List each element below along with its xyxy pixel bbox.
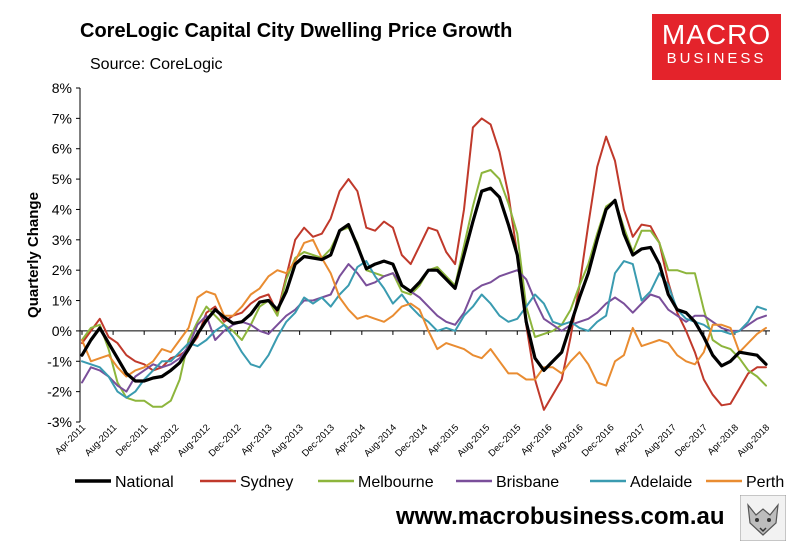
wolf-icon	[740, 495, 786, 541]
website-url: www.macrobusiness.com.au	[396, 503, 725, 530]
series-line-perth	[81, 238, 767, 387]
y-tick-label: 6%	[52, 141, 72, 157]
x-tick-label: Aug-2014	[362, 422, 399, 459]
legend-label-perth: Perth	[746, 474, 784, 491]
x-tick-label: Aug-2015	[455, 422, 492, 459]
chart-subtitle: Source: CoreLogic	[90, 56, 223, 73]
y-tick-label: 3%	[52, 232, 72, 248]
x-tick-label: Aug-2013	[269, 422, 306, 459]
x-tick-label: Dec-2014	[393, 422, 430, 459]
line-chart: -3%-2%-1%0%1%2%3%4%5%6%7%8%Apr-2011Aug-2…	[25, 80, 784, 491]
y-tick-label: 0%	[52, 323, 72, 339]
y-tick-label: 7%	[52, 110, 72, 126]
x-tick-label: Dec-2013	[300, 422, 337, 459]
x-tick-label: Dec-2011	[114, 422, 150, 458]
x-tick-label: Aug-2018	[735, 422, 772, 459]
y-tick-label: 5%	[52, 171, 72, 187]
x-tick-label: Aug-2012	[176, 422, 213, 459]
x-tick-label: Dec-2015	[486, 422, 523, 459]
y-axis-title-group: Quarterly Change	[25, 192, 42, 318]
legend-label-adelaide: Adelaide	[630, 474, 692, 491]
x-tick-label: Aug-2016	[549, 422, 586, 459]
y-tick-label: 1%	[52, 293, 72, 309]
series-line-melbourne	[81, 169, 767, 408]
axes: -3%-2%-1%0%1%2%3%4%5%6%7%8%Apr-2011Aug-2…	[47, 80, 772, 459]
y-tick-label: -2%	[47, 384, 72, 400]
y-tick-label: 8%	[52, 80, 72, 96]
series-line-sydney	[81, 117, 767, 411]
x-tick-label: Dec-2016	[580, 422, 617, 459]
legend-label-national: National	[115, 474, 174, 491]
y-tick-label: -3%	[47, 414, 72, 430]
series-line-national	[80, 186, 768, 383]
legend-label-brisbane: Brisbane	[496, 474, 559, 491]
x-tick-label: Dec-2012	[207, 422, 244, 459]
logo-line-2: BUSINESS	[666, 50, 767, 67]
legend-label-sydney: Sydney	[240, 474, 293, 491]
x-tick-label: Aug-2011	[83, 422, 119, 458]
macrobusiness-logo: MACRO BUSINESS	[652, 14, 781, 80]
y-tick-label: -1%	[47, 353, 72, 369]
series-lines	[80, 117, 768, 411]
x-tick-label: Aug-2017	[642, 422, 679, 459]
y-tick-label: 4%	[52, 201, 72, 217]
series-line-brisbane	[81, 263, 767, 393]
y-axis-title: Quarterly Change	[25, 192, 42, 318]
y-tick-label: 2%	[52, 262, 72, 278]
chart-title: CoreLogic Capital City Dwelling Price Gr…	[80, 20, 513, 42]
logo-line-1: MACRO	[661, 19, 772, 50]
legend: National Sydney Melbourne Brisbane Adelaide P…	[75, 474, 784, 491]
x-tick-label: Dec-2017	[673, 422, 710, 459]
legend-label-melbourne: Melbourne	[358, 474, 434, 491]
